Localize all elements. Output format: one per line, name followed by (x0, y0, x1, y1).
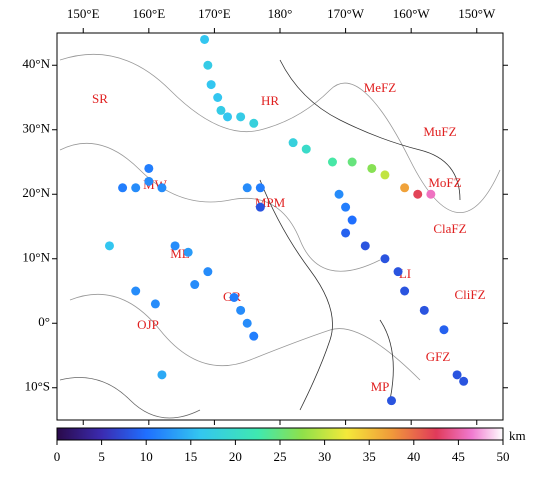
bathymetry (59, 53, 501, 419)
region-label: GFZ (426, 349, 451, 364)
data-point (249, 118, 259, 128)
data-point (150, 299, 160, 309)
x-tick-label: 160°W (393, 6, 431, 21)
data-point (400, 183, 410, 193)
data-point (426, 189, 436, 199)
region-label: MeFZ (364, 80, 397, 95)
data-point (144, 176, 154, 186)
colorbar-tick-label: 35 (363, 449, 376, 464)
colorbar-tick-label: 25 (274, 449, 287, 464)
colorbar-tick-label: 0 (54, 449, 61, 464)
y-tick-label: 10°N (22, 250, 50, 265)
region-label: SR (92, 91, 108, 106)
region-label: MuFZ (423, 124, 456, 139)
data-point (255, 202, 265, 212)
data-point (104, 241, 114, 251)
data-point (288, 138, 298, 148)
y-tick-label: 0° (38, 314, 50, 329)
data-point (213, 93, 223, 102)
x-tick-label: 160°E (133, 6, 166, 21)
colorbar-tick-label: 5 (98, 449, 105, 464)
data-point (203, 267, 213, 277)
data-point (216, 105, 226, 115)
x-tick-label: 150°E (67, 6, 100, 21)
colorbar-tick-label: 10 (140, 449, 153, 464)
x-tick-label: 170°E (198, 6, 231, 21)
data-point (367, 163, 377, 173)
data-point (341, 228, 351, 238)
data-point (347, 215, 357, 225)
data-point (242, 318, 252, 328)
data-point (206, 80, 216, 90)
data-point (203, 60, 213, 70)
data-point (387, 396, 396, 406)
data-point (157, 183, 167, 193)
data-point (170, 241, 180, 251)
colorbar-tick-label: 40 (407, 449, 420, 464)
map-frame (56, 32, 504, 421)
y-tick-label: 40°N (22, 56, 50, 71)
colorbar-tick-label: 15 (184, 449, 197, 464)
region-label: ClaFZ (433, 221, 466, 236)
y-tick-label: 30°N (22, 121, 50, 136)
region-label: MoFZ (428, 175, 461, 190)
data-point (131, 286, 141, 296)
data-point (334, 189, 344, 199)
data-point (393, 267, 403, 277)
data-point (452, 370, 462, 380)
data-point (341, 202, 351, 212)
colorbar (56, 427, 504, 441)
y-tick-label: 20°N (22, 185, 50, 200)
data-point (419, 305, 429, 315)
colorbar-tick-label: 30 (318, 449, 331, 464)
data-point (236, 305, 246, 315)
data-point (229, 292, 239, 302)
data-point (249, 331, 259, 341)
x-tick-label: 180° (268, 6, 293, 21)
data-point (236, 112, 246, 122)
data-point (360, 241, 370, 251)
data-point (157, 370, 167, 380)
data-point (118, 183, 128, 193)
data-point (459, 376, 469, 386)
region-label: HR (261, 93, 279, 108)
data-point (380, 170, 390, 180)
data-point (400, 286, 410, 296)
data-point (301, 144, 311, 154)
data-point (223, 112, 233, 122)
data-point (183, 247, 193, 257)
data-point (439, 325, 449, 335)
data-point (347, 157, 357, 167)
colorbar-tick-label: 45 (452, 449, 465, 464)
data-point (242, 183, 252, 193)
region-label: CliFZ (454, 287, 485, 302)
data-point (380, 254, 390, 264)
data-point (144, 163, 154, 173)
data-point (413, 189, 423, 199)
data-point (255, 183, 265, 193)
region-label: MP (371, 379, 390, 394)
data-point (200, 34, 210, 44)
data-point (327, 157, 337, 167)
y-tick-label: 10°S (25, 379, 50, 394)
colorbar-label: km (509, 428, 526, 443)
colorbar-tick-label: 50 (497, 449, 510, 464)
region-label: OJP (137, 317, 159, 332)
x-tick-label: 150°W (458, 6, 496, 21)
data-point (131, 183, 141, 193)
data-point (190, 280, 200, 290)
colorbar-tick-label: 20 (229, 449, 242, 464)
x-tick-label: 170°W (327, 6, 365, 21)
